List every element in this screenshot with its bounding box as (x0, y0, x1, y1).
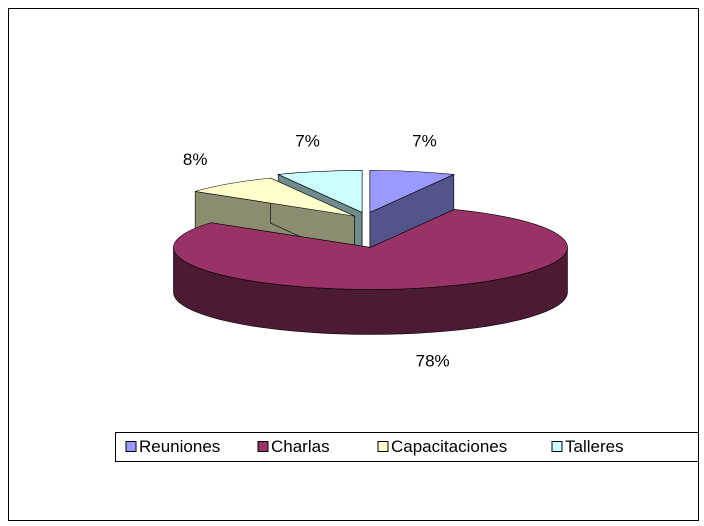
slice (195, 177, 355, 217)
data-label: 7% (295, 132, 320, 151)
slice (173, 209, 568, 290)
data-label: 8% (183, 150, 208, 169)
slice (277, 170, 363, 213)
legend-label: Reuniones (139, 437, 220, 456)
pie: 7% 78% 8% 7% (173, 132, 568, 371)
legend-label: Capacitaciones (391, 437, 507, 456)
data-label: 78% (416, 352, 450, 371)
slice (369, 170, 455, 213)
legend: Reuniones Charlas Capacitaciones Talleres (125, 437, 624, 456)
legend-label: Charlas (271, 437, 330, 456)
legend-swatch (257, 441, 269, 452)
data-label: 7% (412, 132, 437, 151)
legend-label: Talleres (565, 437, 624, 456)
legend-swatch (125, 441, 137, 452)
legend-swatch (377, 441, 389, 452)
legend-box (115, 432, 699, 462)
legend-swatch (551, 441, 563, 452)
